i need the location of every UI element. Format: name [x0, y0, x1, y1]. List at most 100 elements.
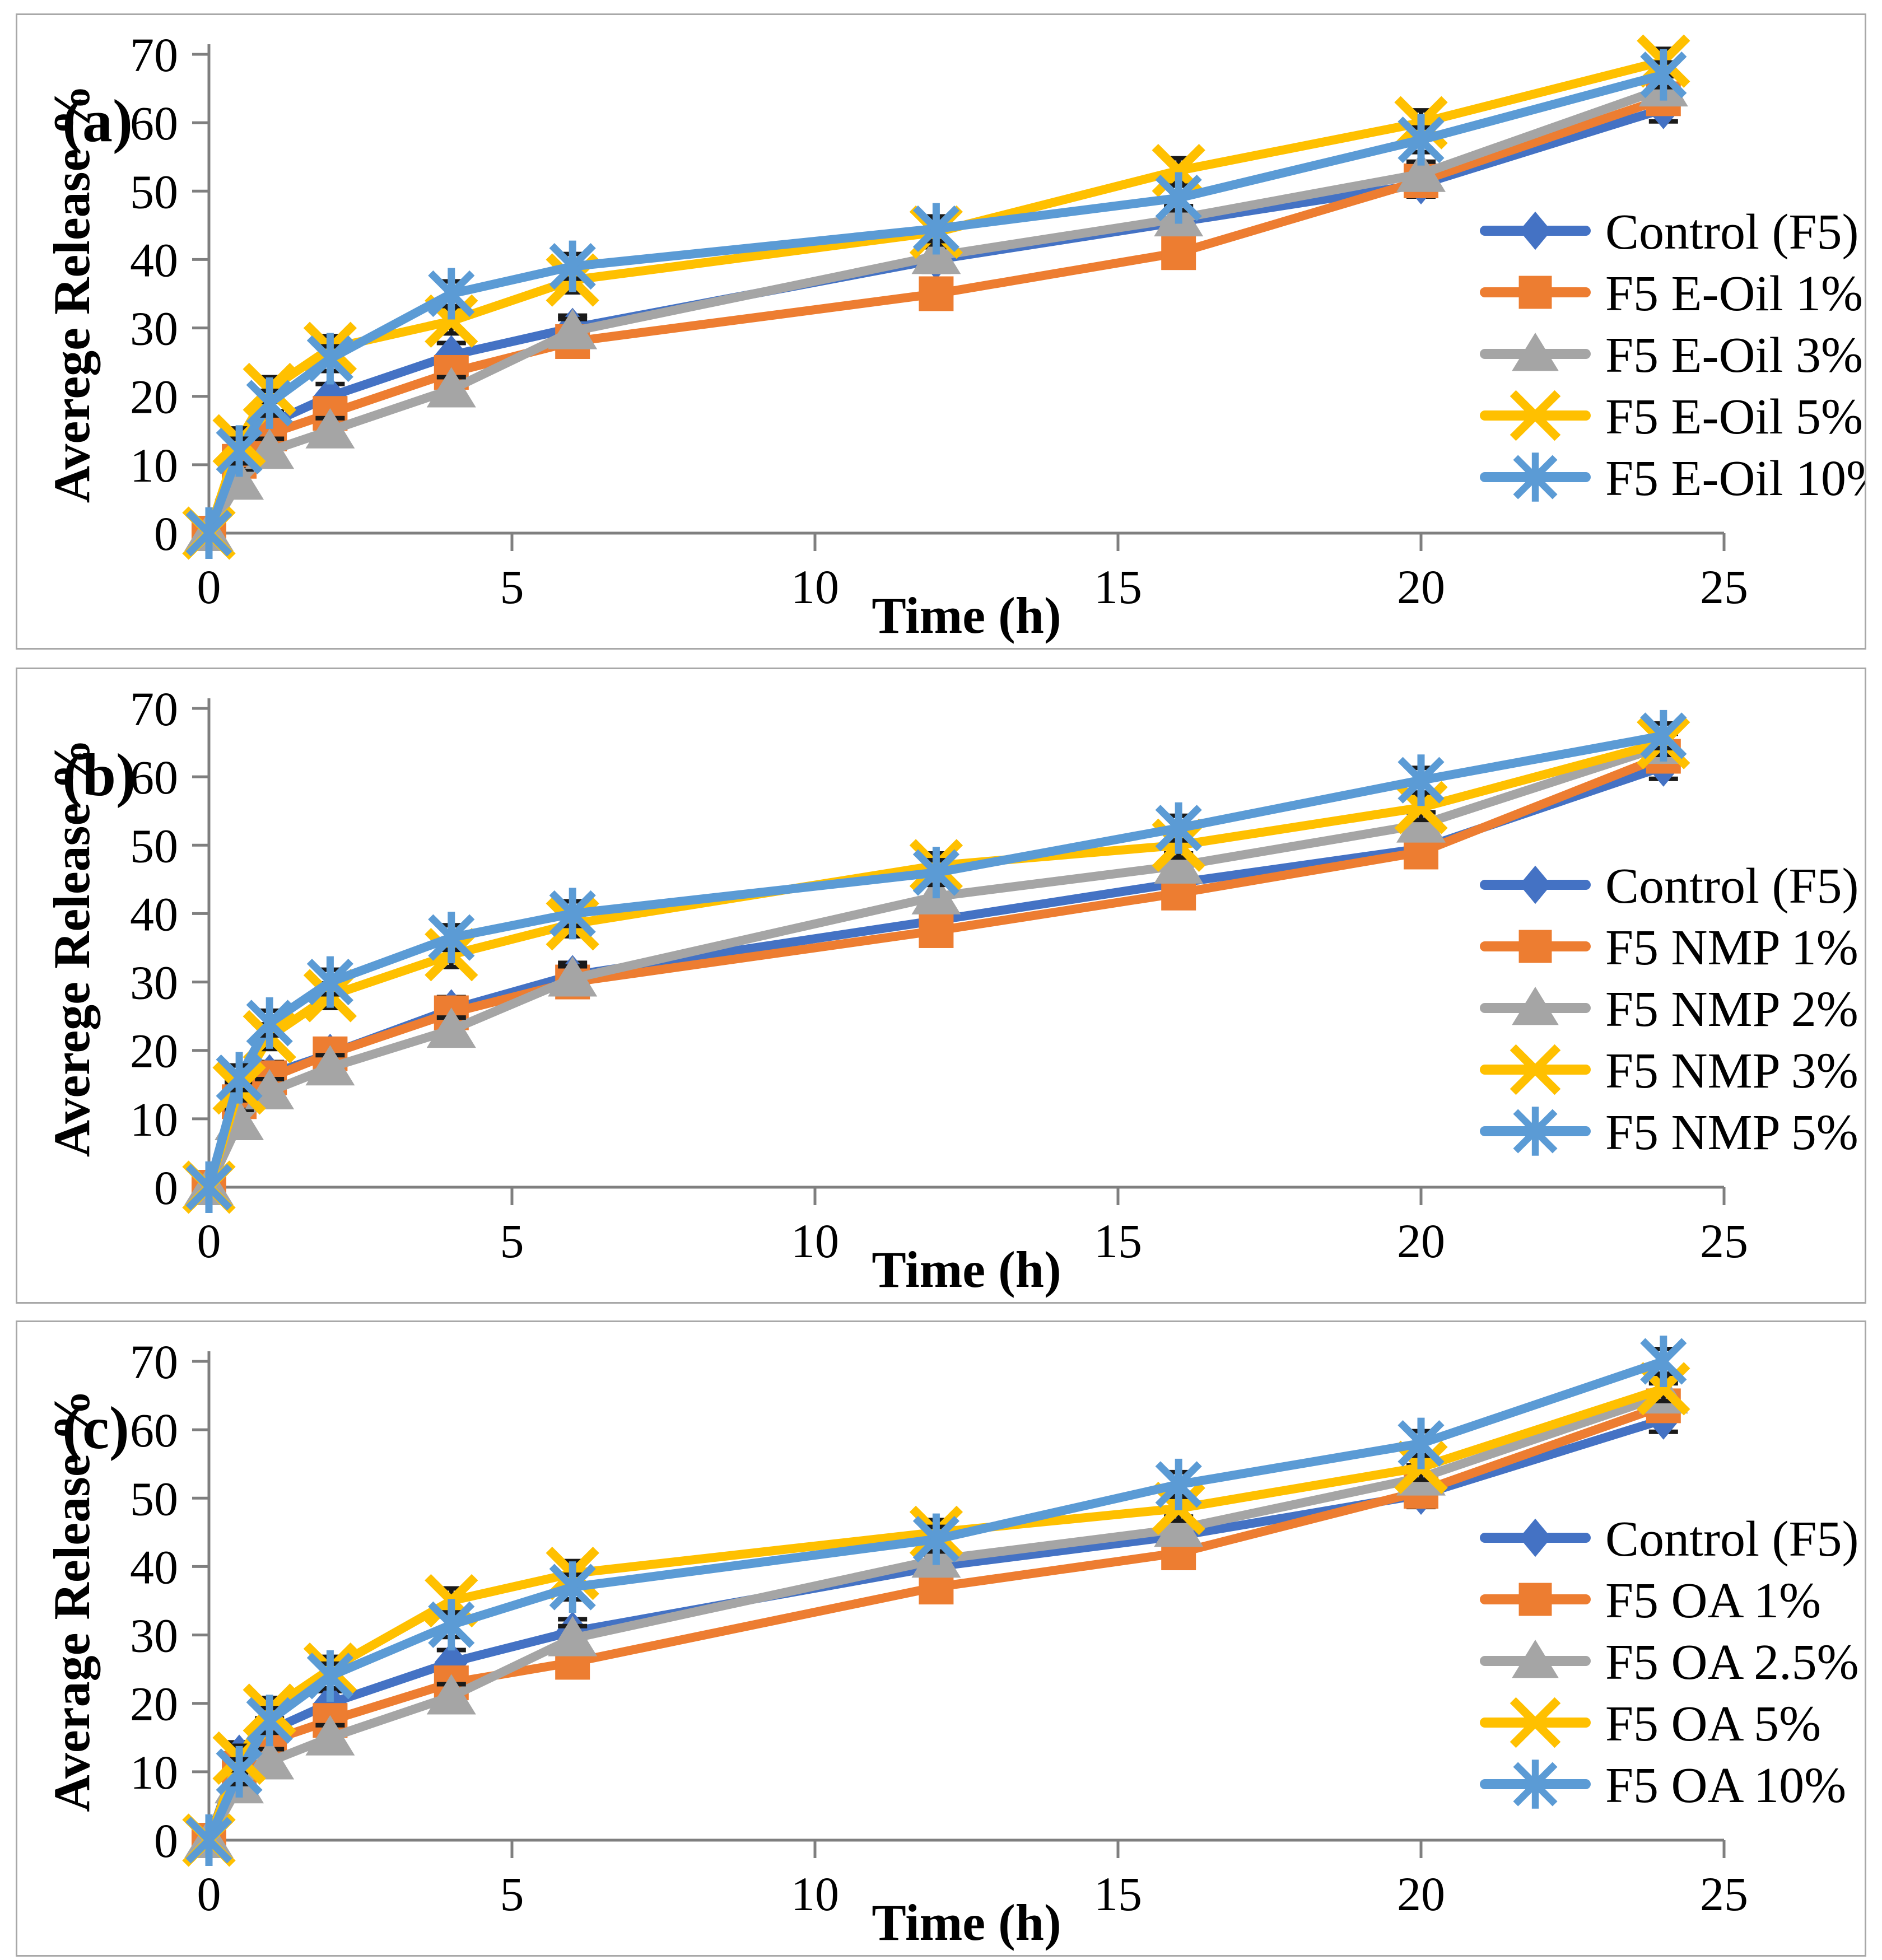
panel-letter: (b) — [62, 742, 136, 809]
y-tick-label: 20 — [130, 1677, 178, 1731]
y-tick-label: 70 — [130, 1335, 178, 1389]
marker-star — [549, 240, 596, 292]
marker-triangle — [548, 956, 598, 997]
marker-triangle — [1512, 987, 1559, 1025]
x-tick-label: 5 — [500, 1867, 524, 1921]
y-tick-label: 30 — [130, 956, 178, 1010]
series-f5-oa-5- — [182, 1362, 1690, 1867]
marker-star — [246, 377, 293, 429]
marker-star — [1640, 710, 1687, 762]
marker-triangle — [245, 1739, 295, 1780]
y-tick-label: 20 — [130, 1024, 178, 1078]
x-tick-label: 20 — [1397, 1214, 1445, 1268]
marker-diamond — [434, 1642, 468, 1683]
legend-item: Control (F5) — [1480, 204, 1859, 260]
y-tick-label: 50 — [130, 1472, 178, 1525]
x-tick-label: 10 — [791, 1867, 839, 1921]
y-tick-label: 30 — [130, 302, 178, 356]
marker-star — [246, 1695, 293, 1747]
x-axis-title: Time (h) — [872, 1894, 1061, 1951]
marker-star — [428, 1599, 475, 1651]
marker-triangle — [426, 367, 476, 408]
x-tick-label: 10 — [791, 1214, 839, 1268]
marker-triangle — [1396, 151, 1446, 192]
legend-label: F5 OA 10% — [1605, 1758, 1846, 1813]
legend-item: F5 NMP 5% — [1480, 1105, 1858, 1160]
series-f5-e-oil-10- — [185, 49, 1687, 559]
x-tick-label: 0 — [197, 560, 221, 614]
marker-star — [1640, 49, 1687, 101]
series-line — [204, 1384, 1668, 1845]
marker-star — [549, 888, 596, 940]
legend-item: F5 E-Oil 5% — [1480, 389, 1863, 445]
marker-star — [912, 203, 959, 255]
legend-label: F5 OA 5% — [1605, 1696, 1821, 1752]
y-axis-title: Average Release % — [43, 1389, 100, 1812]
legend-label: F5 OA 1% — [1605, 1573, 1821, 1628]
x-tick-label: 15 — [1094, 1867, 1142, 1921]
legend-item: F5 E-Oil 1% — [1480, 266, 1863, 321]
marker-star — [216, 425, 263, 477]
y-tick-label: 0 — [154, 1814, 178, 1868]
marker-diamond — [1519, 1518, 1552, 1557]
y-tick-label: 10 — [130, 438, 178, 492]
marker-star — [428, 912, 475, 964]
marker-star — [306, 956, 353, 1008]
series-f5-nmp-5- — [185, 710, 1687, 1213]
marker-star — [306, 1650, 353, 1702]
x-tick-label: 0 — [197, 1214, 221, 1268]
y-tick-label: 60 — [130, 96, 178, 150]
series-line — [204, 1357, 1668, 1845]
marker-triangle — [1512, 333, 1559, 371]
legend: Control (F5) F5 OA 1% F5 OA 2.5% F5 OA 5% F5… — [1480, 1511, 1859, 1813]
marker-star — [1513, 452, 1558, 502]
marker-star — [1640, 1336, 1687, 1387]
legend-item: F5 OA 2.5% — [1480, 1635, 1859, 1690]
marker-triangle — [426, 1674, 476, 1715]
chart-panel-a: (a) 0 10 20 30 40 50 60 70 0 5 10 15 20 25 Time (h) Aver… — [43, 28, 1865, 644]
marker-star — [1155, 1458, 1202, 1510]
x-tick-label: 10 — [791, 560, 839, 614]
x-axis-title: Time (h) — [872, 587, 1061, 644]
panel-b: (b) 0 10 20 30 40 50 60 70 0 5 10 15 20 25 Time (h) Aver… — [16, 668, 1866, 1304]
x-tick-label: 20 — [1397, 1867, 1445, 1921]
marker-triangle — [305, 1045, 355, 1086]
y-tick-label: 50 — [130, 165, 178, 218]
y-axis-title: Averege Release % — [43, 85, 100, 503]
marker-star — [1155, 172, 1202, 224]
y-tick-label: 40 — [130, 887, 178, 941]
marker-star — [1397, 754, 1445, 806]
marker-square — [919, 913, 954, 948]
series-line — [204, 738, 1668, 1192]
marker-triangle — [548, 1616, 598, 1656]
marker-triangle — [1512, 1640, 1559, 1678]
legend-item: Control (F5) — [1480, 1511, 1859, 1567]
marker-triangle — [1396, 802, 1446, 843]
marker-star — [1397, 1417, 1445, 1469]
x-tick-label: 5 — [500, 1214, 524, 1268]
marker-square — [1518, 930, 1552, 963]
legend-label: F5 E-Oil 3% — [1605, 328, 1863, 383]
legend-label: Control (F5) — [1605, 1511, 1859, 1567]
x-tick-label: 5 — [500, 560, 524, 614]
legend-item: F5 NMP 3% — [1480, 1043, 1858, 1099]
marker-star — [185, 1161, 232, 1213]
marker-square — [1518, 1583, 1552, 1616]
x-tick-label: 15 — [1094, 560, 1142, 614]
legend-item: Control (F5) — [1480, 858, 1859, 914]
legend-label: F5 E-Oil 5% — [1605, 389, 1863, 445]
legend-label: F5 NMP 2% — [1605, 982, 1858, 1037]
legend-label: F5 E-Oil 10% — [1605, 451, 1865, 506]
chart-panel-b: (b) 0 10 20 30 40 50 60 70 0 5 10 15 20 25 Time (h) Aver… — [43, 682, 1859, 1298]
y-tick-label: 30 — [130, 1609, 178, 1663]
legend-item: F5 NMP 2% — [1480, 982, 1858, 1037]
legend-label: F5 E-Oil 1% — [1605, 266, 1863, 321]
legend-label: Control (F5) — [1605, 204, 1859, 260]
x-tick-label: 25 — [1700, 1867, 1748, 1921]
marker-square — [1161, 235, 1196, 270]
marker-star — [216, 1746, 263, 1798]
marker-diamond — [1519, 865, 1552, 904]
x-tick-label: 25 — [1700, 1214, 1748, 1268]
x-tick-label: 20 — [1397, 560, 1445, 614]
